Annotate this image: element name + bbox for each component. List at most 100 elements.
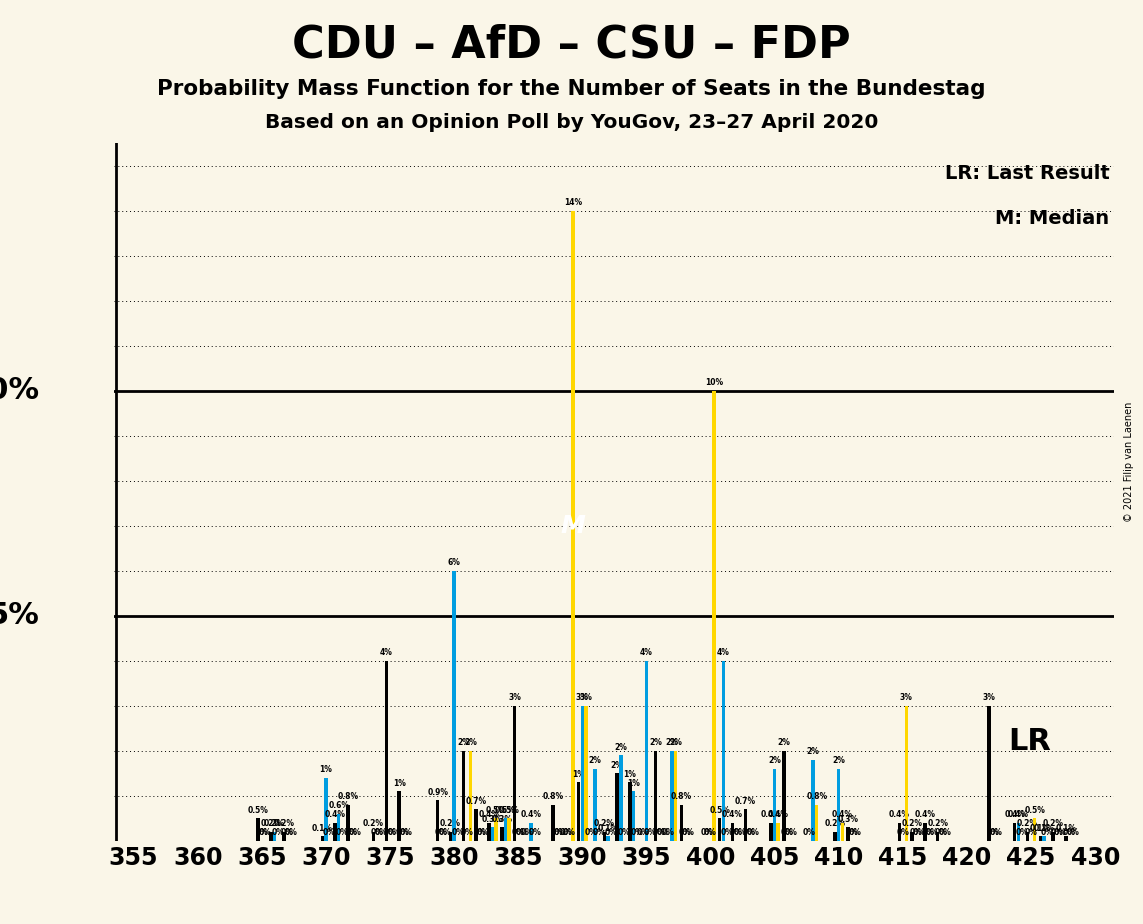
- Text: 1%: 1%: [393, 779, 406, 788]
- Text: CDU – AfD – CSU – FDP: CDU – AfD – CSU – FDP: [293, 23, 850, 67]
- Bar: [371, 832, 375, 841]
- Text: 0%: 0%: [255, 828, 269, 837]
- Bar: [769, 823, 773, 841]
- Text: 0.3%: 0.3%: [491, 815, 512, 823]
- Bar: [551, 805, 554, 841]
- Bar: [910, 832, 913, 841]
- Text: 0.1%: 0.1%: [1055, 823, 1077, 833]
- Text: 0%: 0%: [909, 828, 922, 837]
- Text: 0%: 0%: [512, 828, 525, 837]
- Bar: [776, 823, 780, 841]
- Bar: [273, 832, 277, 841]
- Bar: [1016, 823, 1020, 841]
- Text: 0.2%: 0.2%: [440, 820, 461, 828]
- Text: 0%: 0%: [554, 828, 567, 837]
- Text: 0.1%: 0.1%: [312, 823, 333, 833]
- Text: 0.4%: 0.4%: [760, 810, 782, 820]
- Text: 0.1%: 0.1%: [1030, 823, 1050, 833]
- Text: 10%: 10%: [705, 378, 724, 387]
- Text: 0%: 0%: [336, 828, 349, 837]
- Bar: [846, 827, 849, 841]
- Text: 0%: 0%: [605, 828, 618, 837]
- Text: 5%: 5%: [0, 602, 39, 630]
- Text: 0%: 0%: [926, 828, 938, 837]
- Text: 3%: 3%: [580, 693, 592, 702]
- Text: 0.8%: 0.8%: [543, 792, 563, 801]
- Bar: [988, 706, 991, 841]
- Text: 0.5%: 0.5%: [1024, 806, 1045, 815]
- Text: © 2021 Filip van Laenen: © 2021 Filip van Laenen: [1125, 402, 1134, 522]
- Text: 0%: 0%: [743, 828, 756, 837]
- Text: 0%: 0%: [1041, 828, 1054, 837]
- Bar: [645, 661, 648, 841]
- Text: 0%: 0%: [349, 828, 361, 837]
- Text: 0.4%: 0.4%: [722, 810, 743, 820]
- Bar: [1052, 832, 1055, 841]
- Text: 0.2%: 0.2%: [902, 820, 922, 828]
- Text: 0%: 0%: [922, 828, 935, 837]
- Bar: [654, 751, 657, 841]
- Bar: [398, 791, 401, 841]
- Text: 0.4%: 0.4%: [768, 810, 789, 820]
- Text: 4%: 4%: [379, 649, 393, 657]
- Text: 0%: 0%: [559, 828, 573, 837]
- Bar: [712, 391, 716, 841]
- Bar: [487, 823, 490, 841]
- Text: 0%: 0%: [682, 828, 695, 837]
- Text: 0%: 0%: [323, 828, 336, 837]
- Text: 0.2%: 0.2%: [824, 820, 846, 828]
- Text: 2%: 2%: [832, 756, 845, 765]
- Bar: [670, 751, 673, 841]
- Text: 0.1%: 0.1%: [598, 823, 618, 833]
- Text: 0%: 0%: [1054, 828, 1066, 837]
- Bar: [620, 755, 623, 841]
- Bar: [840, 823, 844, 841]
- Bar: [282, 832, 286, 841]
- Text: 0%: 0%: [285, 828, 297, 837]
- Bar: [897, 823, 901, 841]
- Bar: [744, 809, 748, 841]
- Bar: [581, 706, 584, 841]
- Bar: [602, 832, 606, 841]
- Text: 0.1%: 0.1%: [1033, 823, 1054, 833]
- Bar: [256, 819, 259, 841]
- Text: 0.7%: 0.7%: [465, 796, 487, 806]
- Text: 0%: 0%: [477, 828, 489, 837]
- Text: LR: Last Result: LR: Last Result: [944, 164, 1110, 183]
- Text: 0%: 0%: [521, 828, 534, 837]
- Bar: [577, 783, 581, 841]
- Text: 0.5%: 0.5%: [495, 806, 515, 815]
- Bar: [680, 805, 684, 841]
- Text: 0%: 0%: [374, 828, 387, 837]
- Text: 0%: 0%: [384, 828, 397, 837]
- Text: 2%: 2%: [649, 738, 662, 748]
- Text: 0%: 0%: [528, 828, 541, 837]
- Bar: [593, 769, 597, 841]
- Text: 2%: 2%: [768, 756, 781, 765]
- Text: 0%: 0%: [990, 828, 1002, 837]
- Text: 0.3%: 0.3%: [482, 815, 503, 823]
- Bar: [718, 819, 721, 841]
- Bar: [504, 819, 507, 841]
- Text: 0%: 0%: [734, 828, 746, 837]
- Bar: [529, 823, 533, 841]
- Text: 0%: 0%: [515, 828, 528, 837]
- Text: 0.2%: 0.2%: [261, 820, 281, 828]
- Text: Probability Mass Function for the Number of Seats in the Bundestag: Probability Mass Function for the Number…: [158, 79, 985, 99]
- Text: 0%: 0%: [679, 828, 692, 837]
- Text: 0.4%: 0.4%: [1005, 810, 1025, 820]
- Bar: [337, 814, 341, 841]
- Text: 0%: 0%: [986, 828, 999, 837]
- Text: 2%: 2%: [777, 738, 790, 748]
- Text: 0.7%: 0.7%: [735, 796, 756, 806]
- Text: 4%: 4%: [717, 649, 729, 657]
- Bar: [629, 783, 632, 841]
- Text: 0%: 0%: [345, 828, 358, 837]
- Bar: [615, 773, 618, 841]
- Text: 0%: 0%: [1063, 828, 1076, 837]
- Text: 0.2%: 0.2%: [1017, 820, 1038, 828]
- Text: 0%: 0%: [637, 828, 649, 837]
- Text: 1%: 1%: [624, 770, 637, 779]
- Text: 0%: 0%: [400, 828, 413, 837]
- Text: 0%: 0%: [849, 828, 862, 837]
